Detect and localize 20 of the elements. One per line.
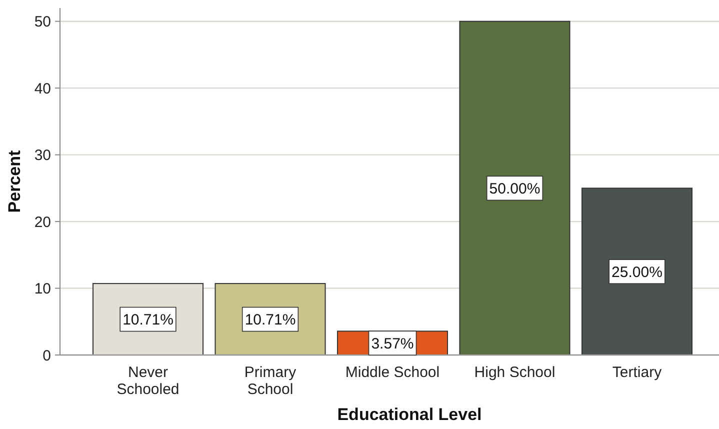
x-tick-label: Never Schooled (116, 364, 180, 398)
y-tick-label: 50 (34, 14, 51, 31)
y-tick-label: 40 (34, 80, 51, 98)
data-label: 10.71% (122, 312, 174, 329)
y-axis-title: Percent (5, 150, 24, 213)
data-label: 3.57% (371, 335, 414, 352)
data-label: 25.00% (612, 264, 662, 281)
x-axis-title: Educational Level (337, 405, 482, 424)
y-tick-label: 10 (34, 280, 51, 298)
data-label: 10.71% (244, 312, 296, 329)
bar (581, 188, 692, 356)
y-tick-label: 0 (42, 347, 51, 364)
data-label: 50.00% (489, 180, 540, 198)
x-tick-label: Tertiary (612, 364, 662, 381)
x-tick-label: Middle School (345, 364, 440, 381)
bar (459, 20, 570, 356)
x-tick-label: Primary School (244, 364, 297, 398)
y-tick-label: 20 (34, 214, 51, 231)
y-tick-label: 30 (34, 147, 51, 164)
x-tick-label: High School (474, 364, 556, 381)
